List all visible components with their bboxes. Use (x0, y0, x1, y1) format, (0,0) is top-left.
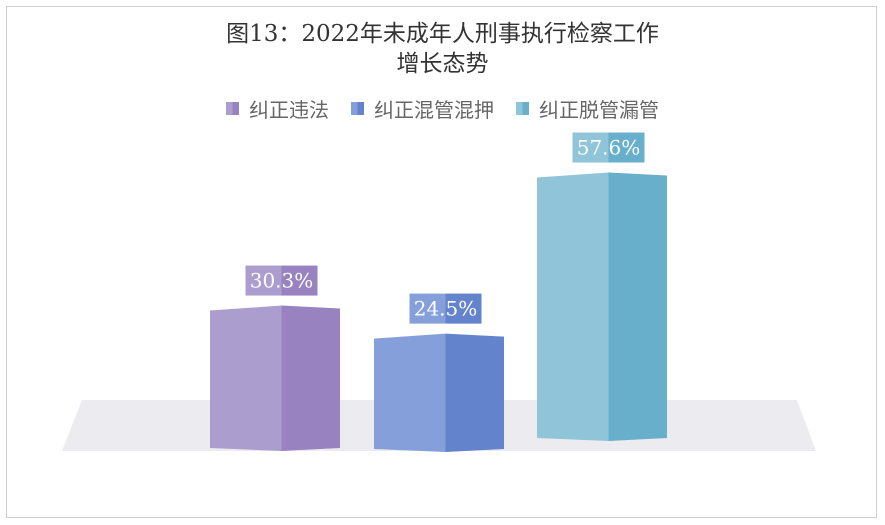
legend-swatch (351, 102, 364, 115)
legend-label: 纠正混管混押 (374, 98, 494, 122)
bar-face-right (281, 305, 340, 451)
chart-subtitle: 增长态势 (396, 51, 489, 77)
data-label: 24.5% (414, 297, 478, 321)
data-label-bg (445, 293, 482, 324)
legend-item: 纠正违法 (226, 94, 329, 123)
legend-swatch (516, 102, 529, 115)
legend-item: 纠正脱管漏管 (516, 94, 659, 123)
legend-label: 纠正违法 (249, 98, 329, 122)
bar (537, 172, 667, 441)
bar-face-left (537, 172, 609, 441)
data-label: 30.3% (250, 269, 314, 293)
data-label-bg (409, 293, 446, 324)
data-label-bg (572, 132, 609, 163)
data-label-bg (608, 132, 645, 163)
bar-face-right (608, 172, 667, 441)
chart-title: 图13：2022年未成年人刑事执行检察工作 (226, 21, 659, 47)
legend-item: 纠正混管混押 (351, 94, 494, 123)
bar (374, 333, 504, 452)
chart-frame (6, 6, 877, 518)
bar-face-left (210, 305, 282, 451)
legend: 纠正违法 纠正混管混押 纠正脱管漏管 (0, 94, 885, 123)
bar-face-right (445, 333, 504, 452)
bar (210, 305, 340, 451)
data-label: 57.6% (577, 136, 641, 160)
legend-swatch (226, 102, 239, 115)
bar-face-left (374, 333, 446, 452)
data-label-bg (281, 265, 318, 296)
legend-label: 纠正脱管漏管 (539, 98, 659, 122)
data-label-bg (245, 265, 282, 296)
